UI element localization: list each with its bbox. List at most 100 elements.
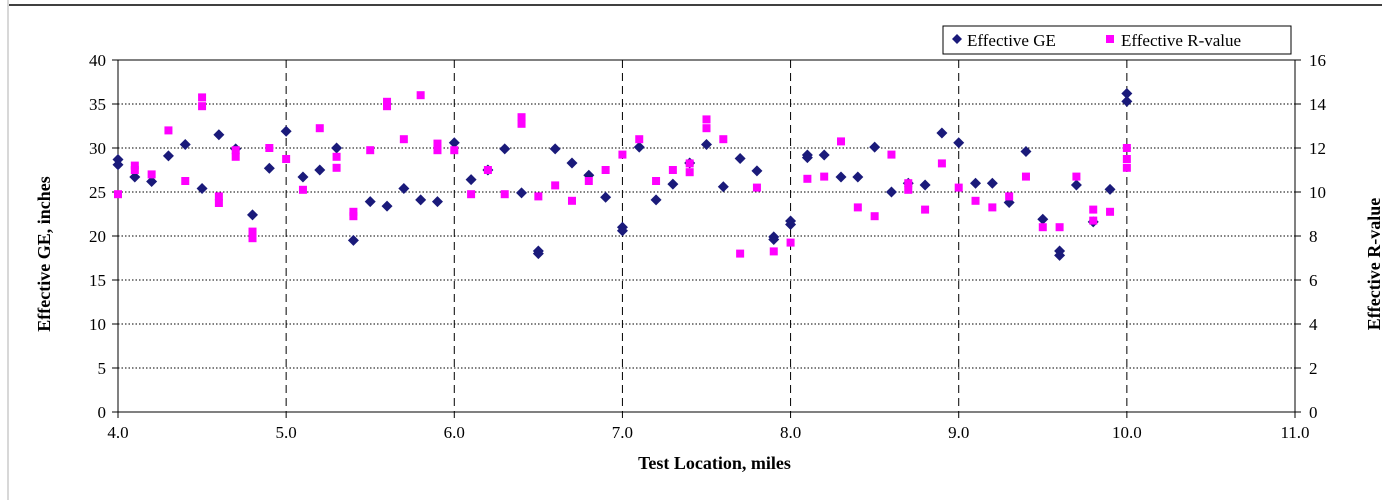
effective-ge-point bbox=[986, 177, 998, 189]
x-tick-label: 8.0 bbox=[780, 423, 801, 442]
effective-ge-point bbox=[869, 141, 881, 153]
y-tick-label: 10 bbox=[89, 315, 106, 334]
effective-ge-point bbox=[1037, 213, 1049, 225]
effective-r-value-point bbox=[584, 177, 593, 185]
effective-r-value-point bbox=[517, 119, 526, 128]
y2-tick-label: 0 bbox=[1309, 403, 1318, 422]
effective-r-value-point bbox=[534, 192, 543, 201]
effective-r-value-point bbox=[803, 174, 812, 183]
effective-r-value-point bbox=[298, 185, 307, 194]
effective-r-value-point bbox=[752, 183, 761, 192]
x-tick-label: 4.0 bbox=[107, 423, 128, 442]
effective-r-value-point bbox=[517, 113, 526, 122]
legend-marker-effective-r-value bbox=[1106, 35, 1114, 43]
effective-r-value-point bbox=[904, 179, 913, 188]
y-tick-label: 15 bbox=[89, 271, 106, 290]
effective-r-value-point bbox=[1021, 172, 1030, 181]
effective-r-value-point bbox=[1122, 144, 1131, 152]
effective-ge-point bbox=[600, 191, 612, 203]
effective-r-value-point bbox=[231, 152, 240, 161]
effective-r-value-point bbox=[1038, 223, 1047, 232]
effective-r-value-point bbox=[1122, 155, 1131, 163]
effective-ge-point bbox=[1121, 95, 1133, 107]
effective-r-value-point bbox=[315, 124, 324, 133]
effective-r-value-point bbox=[214, 192, 223, 201]
effective-ge-point bbox=[532, 248, 544, 260]
effective-ge-point bbox=[566, 157, 578, 169]
effective-ge-point bbox=[1104, 183, 1116, 195]
legend-marker-effective-ge bbox=[952, 34, 962, 44]
effective-ge-point bbox=[196, 182, 208, 194]
effective-ge-point bbox=[516, 187, 528, 199]
effective-ge-point bbox=[381, 200, 393, 212]
effective-ge-point bbox=[970, 177, 982, 189]
y-tick-label: 40 bbox=[89, 51, 106, 70]
effective-r-value-point bbox=[265, 144, 274, 152]
effective-r-value-point bbox=[399, 135, 408, 144]
effective-ge-point bbox=[247, 209, 259, 221]
effective-r-value-point bbox=[887, 150, 896, 159]
effective-ge-point bbox=[549, 143, 561, 155]
effective-r-value-point bbox=[719, 135, 728, 144]
effective-ge-point bbox=[835, 171, 847, 183]
effective-ge-point bbox=[768, 234, 780, 246]
effective-r-value-point bbox=[366, 146, 375, 155]
y-tick-label: 25 bbox=[89, 183, 106, 202]
effective-ge-point bbox=[734, 153, 746, 165]
y2-axis-title: Effective R-value bbox=[1364, 198, 1382, 330]
effective-ge-point bbox=[717, 181, 729, 193]
effective-r-value-point bbox=[921, 205, 930, 214]
effective-r-value-point bbox=[820, 172, 829, 181]
effective-r-value-point bbox=[1055, 223, 1064, 232]
legend: Effective GE Effective R-value bbox=[942, 25, 1292, 55]
effective-r-value-point bbox=[231, 146, 240, 155]
y-tick-label: 30 bbox=[89, 139, 106, 158]
y-tick-label: 0 bbox=[98, 403, 107, 422]
effective-r-value-point bbox=[685, 159, 694, 168]
effective-ge-point bbox=[1121, 87, 1133, 99]
x-axis-title: Test Location, miles bbox=[638, 453, 791, 473]
effective-r-value-point bbox=[433, 146, 442, 155]
x-tick-label: 5.0 bbox=[276, 423, 297, 442]
effective-r-value-point bbox=[433, 139, 442, 148]
effective-ge-point bbox=[633, 141, 645, 153]
effective-r-value-point bbox=[164, 126, 173, 135]
effective-ge-point bbox=[801, 152, 813, 164]
effective-r-value-point bbox=[282, 155, 291, 163]
effective-r-value-point bbox=[332, 152, 341, 161]
effective-ge-point bbox=[398, 182, 410, 194]
effective-r-value-point bbox=[198, 93, 207, 102]
effective-ge-point bbox=[1054, 249, 1066, 261]
data-points bbox=[112, 87, 1133, 261]
y2-tick-label: 12 bbox=[1309, 139, 1326, 158]
effective-r-value-point bbox=[769, 247, 778, 256]
effective-ge-point bbox=[818, 149, 830, 161]
effective-ge-point bbox=[280, 125, 292, 137]
effective-ge-point bbox=[499, 143, 511, 155]
effective-r-value-point bbox=[837, 137, 846, 146]
effective-r-value-point bbox=[652, 177, 661, 185]
effective-ge-point bbox=[364, 196, 376, 208]
effective-ge-point bbox=[314, 164, 326, 176]
effective-ge-point bbox=[885, 186, 897, 198]
effective-ge-point bbox=[616, 225, 628, 237]
effective-r-value-point bbox=[467, 190, 476, 199]
effective-r-value-point bbox=[601, 166, 610, 174]
effective-r-value-point bbox=[668, 166, 677, 174]
effective-r-value-point bbox=[551, 181, 560, 190]
effective-r-value-point bbox=[500, 190, 509, 199]
legend-box bbox=[942, 25, 1292, 55]
effective-r-value-point bbox=[702, 115, 711, 124]
effective-ge-point bbox=[1070, 179, 1082, 191]
effective-r-value-point bbox=[349, 207, 358, 216]
effective-ge-point bbox=[297, 171, 309, 183]
effective-ge-point bbox=[331, 142, 343, 154]
y2-tick-label: 6 bbox=[1309, 271, 1318, 290]
effective-r-value-point bbox=[618, 150, 627, 159]
effective-r-value-point bbox=[1089, 205, 1098, 214]
effective-ge-point bbox=[129, 171, 141, 183]
effective-ge-point bbox=[347, 234, 359, 246]
effective-r-value-point bbox=[971, 196, 980, 205]
effective-r-value-point bbox=[567, 196, 576, 205]
